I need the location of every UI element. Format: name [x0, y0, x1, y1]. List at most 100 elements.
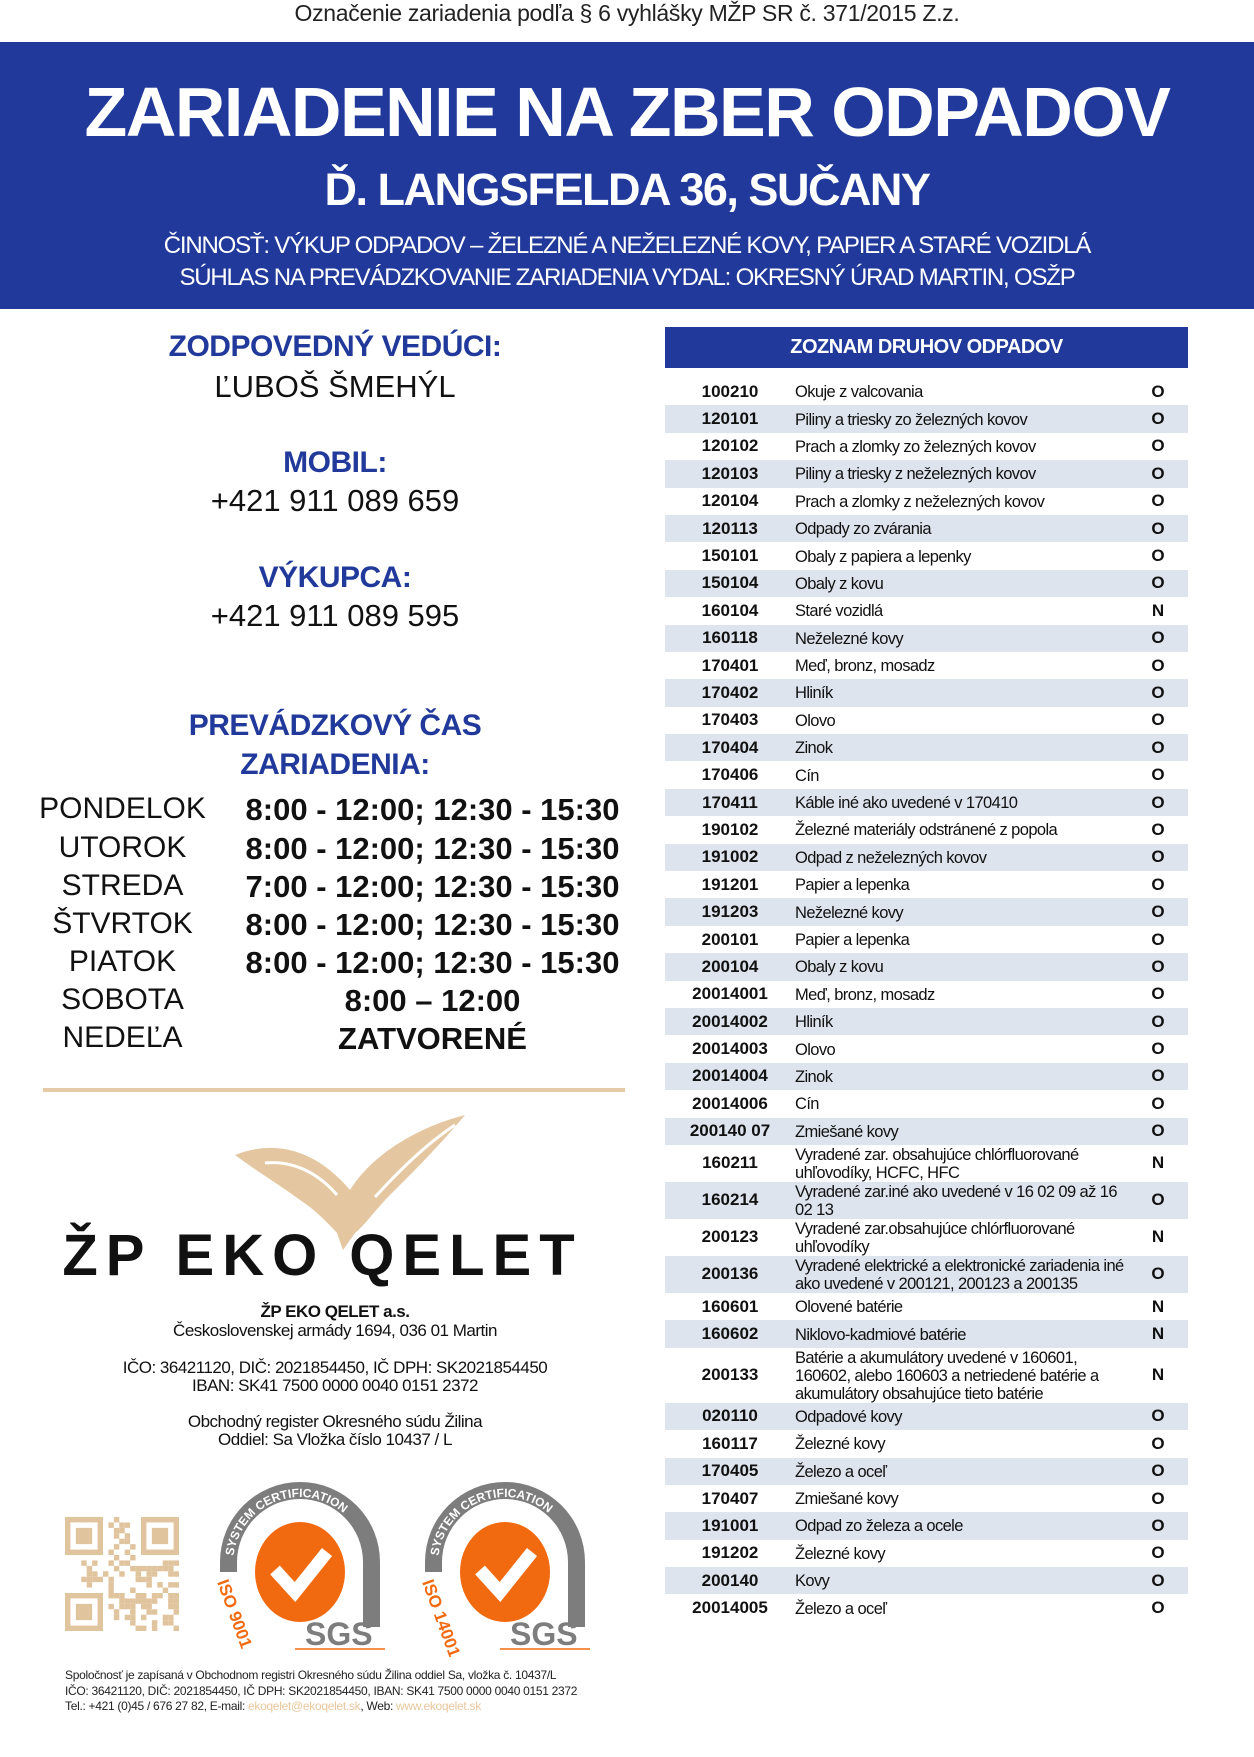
- table-row: 191002 Odpad z neželezných kovov O: [665, 843, 1188, 872]
- mobile-number[interactable]: +421 911 089 659: [210, 483, 460, 518]
- qr-code-icon[interactable]: [65, 1517, 179, 1631]
- day-label: PIATOK: [68, 945, 177, 978]
- waste-category: O: [1151, 819, 1165, 839]
- waste-category: N: [1151, 1296, 1165, 1316]
- waste-category: O: [1151, 765, 1165, 785]
- table-row: 160104 Staré vozidlá N: [665, 597, 1188, 624]
- waste-description: Staré vozidlá: [795, 602, 883, 621]
- waste-category: O: [1151, 874, 1165, 894]
- waste-description: Prach a zlomky z neželezných kovov: [795, 492, 1045, 511]
- hours-title: PREVÁDZKOVÝ ČAS: [188, 709, 482, 742]
- table-row: 191203 Neželezné kovy O: [665, 898, 1188, 926]
- company-section: Oddiel: Sa Vložka číslo 10437 / L: [218, 1430, 452, 1449]
- waste-description: Vyradené zar. obsahujúce chlórfluorované…: [795, 1145, 1079, 1182]
- table-row: 170404 Zinok O: [665, 734, 1188, 762]
- waste-category: O: [1151, 682, 1165, 702]
- waste-code: 200123: [701, 1227, 759, 1247]
- table-row: 170401 Meď, bronz, mosadz O: [665, 652, 1188, 679]
- waste-category: O: [1151, 409, 1165, 429]
- waste-description: Neželezné kovy: [795, 629, 904, 648]
- waste-category: O: [1151, 1488, 1165, 1508]
- footer-web-label: , Web:: [360, 1699, 397, 1713]
- waste-description: Zmiešané kovy: [795, 1490, 899, 1509]
- table-row: 120113 Odpady zo zvárania O: [665, 514, 1188, 543]
- waste-category: O: [1151, 737, 1165, 757]
- waste-category: O: [1151, 381, 1165, 401]
- waste-category: O: [1151, 710, 1165, 730]
- table-row: 190102 Železné materiály odstránené z pop…: [665, 816, 1188, 843]
- eagle-logo-icon: [235, 1115, 465, 1250]
- waste-category: O: [1151, 1121, 1165, 1141]
- waste-category: O: [1151, 1433, 1165, 1453]
- waste-description: Piliny a triesky zo železných kovov: [795, 410, 1028, 429]
- footer-web-link[interactable]: www.ekoqelet.sk: [396, 1699, 481, 1713]
- waste-code: 150104: [701, 573, 759, 593]
- footer-email-link[interactable]: ekoqelet@ekoqelet.sk: [248, 1699, 361, 1713]
- company-register: Obchodný register Okresného súdu Žilina: [187, 1412, 483, 1431]
- company-name: ŽP EKO QELET a.s.: [260, 1302, 410, 1321]
- waste-code: 160601: [701, 1296, 759, 1316]
- day-hours: ZATVORENÉ: [338, 1021, 527, 1056]
- waste-code: 160104: [701, 600, 759, 620]
- waste-category: O: [1151, 1264, 1165, 1284]
- waste-code: 170402: [701, 682, 759, 702]
- table-row: 160214 Vyradené zar.iné ako uvedené v 16 …: [665, 1181, 1188, 1219]
- waste-code: 200140: [701, 1570, 759, 1590]
- page-title: ZARIADENIE NA ZBER ODPADOV: [84, 73, 1171, 151]
- company-ids: IČO: 36421120, DIČ: 2021854450, IČ DPH: …: [122, 1358, 548, 1377]
- table-row: 200123 Vyradené zar.obsahujúce chlórfluor…: [665, 1219, 1188, 1256]
- waste-category: O: [1151, 573, 1165, 593]
- waste-category: N: [1151, 1153, 1165, 1173]
- table-row: 160602 Niklovo-kadmiové batérie N: [665, 1320, 1188, 1348]
- waste-category: O: [1151, 655, 1165, 675]
- waste-code: 160211: [702, 1153, 758, 1173]
- day-hours: 8:00 - 12:00; 12:30 - 15:30: [245, 831, 620, 866]
- table-row: 200101 Papier a lepenka O: [665, 926, 1188, 953]
- waste-category: O: [1151, 792, 1165, 812]
- waste-code: 200133: [701, 1365, 759, 1385]
- table-row: 120101 Piliny a triesky zo železných kovo…: [665, 405, 1188, 433]
- waste-code: 200140 07: [689, 1121, 771, 1141]
- company-logo-text: ŽP EKO QELET: [62, 1223, 583, 1288]
- waste-code: 200104: [701, 956, 759, 976]
- day-hours: 8:00 - 12:00; 12:30 - 15:30: [245, 792, 620, 827]
- table-row: 20014004 Zinok O: [665, 1062, 1188, 1091]
- table-row: 200136 Vyradené elektrické a elektronické…: [665, 1255, 1188, 1293]
- buyer-label: VÝKUPCA:: [258, 561, 412, 594]
- waste-description: Olovo: [795, 711, 836, 730]
- waste-category: O: [1151, 1570, 1165, 1590]
- waste-code: 120101: [701, 409, 759, 429]
- waste-description: Železo a oceľ: [795, 1462, 887, 1481]
- waste-category: O: [1151, 1515, 1165, 1535]
- waste-code: 20014002: [692, 1011, 768, 1031]
- waste-description: Cín: [795, 1095, 819, 1114]
- permit-text: SÚHLAS NA PREVÁDZKOVANIE ZARIADENIA VYDA…: [179, 264, 1075, 291]
- buyer-number[interactable]: +421 911 089 595: [210, 598, 460, 633]
- day-label: SOBOTA: [61, 983, 184, 1016]
- waste-code: 170407: [701, 1488, 759, 1508]
- table-row: 160118 Neželezné kovy O: [665, 624, 1188, 652]
- waste-description: Vyradené zar.obsahujúce chlórfluorované …: [795, 1219, 1075, 1256]
- waste-description: Odpadové kovy: [795, 1407, 902, 1426]
- table-row: 170403 Olovo O: [665, 707, 1188, 734]
- waste-code: 191001: [701, 1515, 759, 1535]
- hours-subtitle: ZARIADENIA:: [240, 748, 430, 781]
- table-row: 200133 Batérie a akumulátory uvedené v 16…: [665, 1348, 1188, 1403]
- waste-code: 191002: [701, 847, 759, 867]
- waste-code: 160214: [701, 1190, 759, 1210]
- footer-ids: IČO: 36421120, DIČ: 2021854450, IČ DPH: …: [65, 1683, 578, 1698]
- waste-description: Železné materiály odstránené z popola: [795, 821, 1058, 840]
- waste-category: O: [1151, 1093, 1165, 1113]
- waste-category: O: [1151, 463, 1165, 483]
- table-row: 20014001 Meď, bronz, mosadz O: [665, 981, 1188, 1008]
- waste-category: O: [1151, 929, 1165, 949]
- waste-category: O: [1151, 436, 1165, 456]
- table-row: 160117 Železné kovy O: [665, 1430, 1188, 1457]
- waste-description: Niklovo-kadmiové batérie: [795, 1325, 966, 1344]
- waste-description: Piliny a triesky z neželezných kovov: [795, 465, 1036, 484]
- waste-description: Zinok: [795, 1067, 833, 1086]
- waste-list-title: ZOZNAM DRUHOV ODPADOV: [665, 327, 1188, 368]
- waste-description: Papier a lepenka: [795, 931, 910, 949]
- table-row: 191201 Papier a lepenka O: [665, 871, 1188, 898]
- waste-category: O: [1151, 491, 1165, 511]
